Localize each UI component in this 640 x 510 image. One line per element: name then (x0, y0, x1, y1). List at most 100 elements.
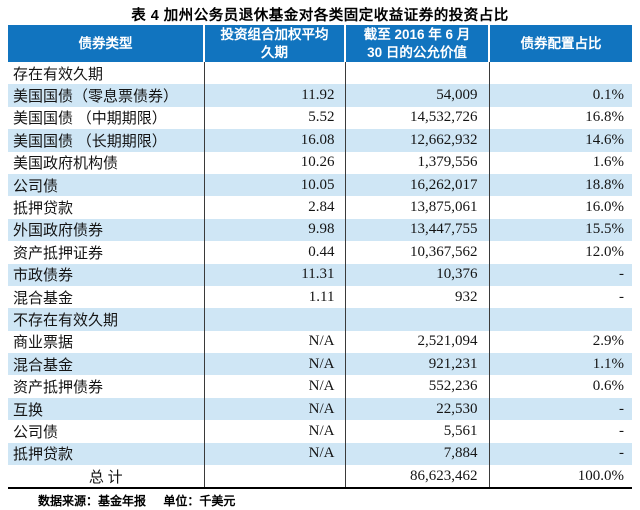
cell-duration: N/A (204, 397, 346, 421)
cell-duration: 9.98 (204, 218, 346, 242)
cell-fair-value: 16,262,017 (345, 173, 490, 197)
cell-bond-type: 公司债 (8, 420, 205, 443)
cell-bond-type: 美国国债 （中期期限） (8, 106, 205, 130)
cell-duration: 0.44 (204, 241, 346, 264)
cell-duration: N/A (204, 353, 346, 376)
cell-duration: 11.31 (204, 263, 346, 286)
cell-fair-value: 86,623,462 (345, 465, 490, 489)
cell-allocation: 1.1% (592, 355, 624, 372)
cell-fair-value: 552,236 (345, 375, 490, 398)
section-row: 不存在有效久期 (8, 308, 632, 331)
cell-bond-type: 公司债 (8, 173, 205, 197)
cell-fair-value: 10,376 (345, 263, 490, 286)
cell-fair-value: 22,530 (345, 397, 490, 421)
cell-bond-type: 美国国债（零息票债券） (8, 84, 205, 107)
cell-bond-type: 美国国债 （长期期限） (8, 129, 205, 152)
total-row: 总 计 86,623,462 100.0% (8, 465, 632, 489)
cell-duration: N/A (204, 330, 346, 354)
cell-fair-value: 14,532,726 (345, 106, 490, 130)
table-row: 市政债券 11.31 10,376 - (8, 263, 632, 286)
cell-fair-value: 13,875,061 (345, 196, 490, 219)
column-header-fair-value: 截至 2016 年 6 月 30 日的公允价值 (345, 25, 490, 62)
cell-allocation: - (619, 400, 624, 417)
header-row: 债券类型 投资组合加权平均久期 截至 2016 年 6 月 30 日的公允价值 债券配… (8, 25, 632, 62)
cell-duration: 1.11 (204, 285, 346, 309)
unit-note: 单位：千美元 (163, 494, 236, 508)
cell-duration: N/A (204, 420, 346, 443)
cell-bond-type: 抵押贷款 (8, 196, 205, 219)
table-row: 抵押贷款 2.84 13,875,061 16.0% (8, 196, 632, 219)
table-row: 公司债 N/A 5,561 - (8, 420, 632, 443)
cell-allocation: 16.0% (585, 199, 624, 216)
cell-fair-value: 2,521,094 (345, 330, 490, 354)
table-row: 抵押贷款 N/A 7,884 - (8, 442, 632, 466)
table-row: 美国政府机构债 10.26 1,379,556 1.6% (8, 151, 632, 174)
table-row: 公司债 10.05 16,262,017 18.8% (8, 173, 632, 197)
table-row: 美国国债（零息票债券） 11.92 54,009 0.1% (8, 84, 632, 107)
cell-fair-value: 54,009 (345, 84, 490, 107)
cell-duration: N/A (204, 442, 346, 466)
cell-fair-value: 932 (345, 285, 490, 309)
cell-bond-type: 不存在有效久期 (8, 308, 205, 331)
cell-bond-type: 美国政府机构债 (8, 151, 205, 174)
cell-duration: 11.92 (204, 84, 346, 107)
cell-fair-value: 921,231 (345, 353, 490, 376)
table-row: 美国国债 （长期期限） 16.08 12,662,932 14.6% (8, 129, 632, 152)
cell-fair-value (345, 62, 490, 85)
cell-allocation: 15.5% (585, 221, 624, 238)
cell-duration (204, 62, 346, 85)
cell-fair-value: 10,367,562 (345, 241, 490, 264)
cell-duration: 5.52 (204, 106, 346, 130)
cell-fair-value: 5,561 (345, 420, 490, 443)
cell-fair-value: 1,379,556 (345, 151, 490, 174)
table-row: 混合基金 1.11 932 - (8, 285, 632, 309)
cell-allocation: 2.9% (592, 333, 624, 350)
cell-bond-type: 资产抵押证券 (8, 241, 205, 264)
cell-duration (204, 308, 346, 331)
cell-duration: 10.05 (204, 173, 346, 197)
cell-allocation: 100.0% (577, 467, 624, 484)
cell-duration (204, 465, 346, 489)
cell-allocation: - (619, 445, 624, 462)
table-footnote: 数据来源：基金年报 单位：千美元 (38, 492, 235, 509)
table-row: 互换 N/A 22,530 - (8, 397, 632, 421)
table-row: 外国政府债券 9.98 13,447,755 15.5% (8, 218, 632, 242)
table-row: 资产抵押债券 N/A 552,236 0.6% (8, 375, 632, 398)
cell-allocation: 18.8% (585, 176, 624, 193)
cell-duration: 16.08 (204, 129, 346, 152)
cell-bond-type: 互换 (8, 397, 205, 421)
cell-bond-type: 市政债券 (8, 263, 205, 286)
column-header-duration: 投资组合加权平均久期 (204, 25, 346, 62)
column-header-bond-type: 债券类型 (8, 25, 205, 62)
cell-allocation: 0.6% (592, 378, 624, 395)
cell-bond-type: 总 计 (8, 465, 205, 489)
cell-duration: N/A (204, 375, 346, 398)
cell-bond-type: 存在有效久期 (8, 62, 205, 85)
table-row: 资产抵押证券 0.44 10,367,562 12.0% (8, 241, 632, 264)
cell-fair-value (345, 308, 490, 331)
table-title: 表 4 加州公务员退休基金对各类固定收益证券的投资占比 (131, 8, 509, 24)
cell-bond-type: 外国政府债券 (8, 218, 205, 242)
bond-investment-table: 债券类型 投资组合加权平均久期 截至 2016 年 6 月 30 日的公允价值 债券配… (8, 25, 632, 490)
cell-allocation: 12.0% (585, 243, 624, 260)
cell-allocation: - (619, 422, 624, 439)
cell-bond-type: 资产抵押债券 (8, 375, 205, 398)
cell-fair-value: 13,447,755 (345, 218, 490, 242)
cell-allocation: - (619, 288, 624, 305)
cell-duration: 10.26 (204, 151, 346, 174)
column-header-allocation: 债券配置占比 (489, 25, 632, 62)
cell-allocation: 14.6% (585, 131, 624, 148)
cell-bond-type: 混合基金 (8, 285, 205, 309)
cell-duration: 2.84 (204, 196, 346, 219)
cell-allocation: 0.1% (592, 87, 624, 104)
section-row: 存在有效久期 (8, 62, 632, 85)
table-body: 存在有效久期 美国国债（零息票债券） 11.92 54,009 0.1% 美国国债 （中期… (8, 62, 632, 489)
table-row: 美国国债 （中期期限） 5.52 14,532,726 16.8% (8, 106, 632, 130)
cell-allocation: 1.6% (592, 154, 624, 171)
cell-allocation: 16.8% (585, 109, 624, 126)
cell-bond-type: 商业票据 (8, 330, 205, 354)
table-row: 商业票据 N/A 2,521,094 2.9% (8, 330, 632, 354)
cell-allocation (489, 62, 632, 84)
cell-fair-value: 12,662,932 (345, 129, 490, 152)
